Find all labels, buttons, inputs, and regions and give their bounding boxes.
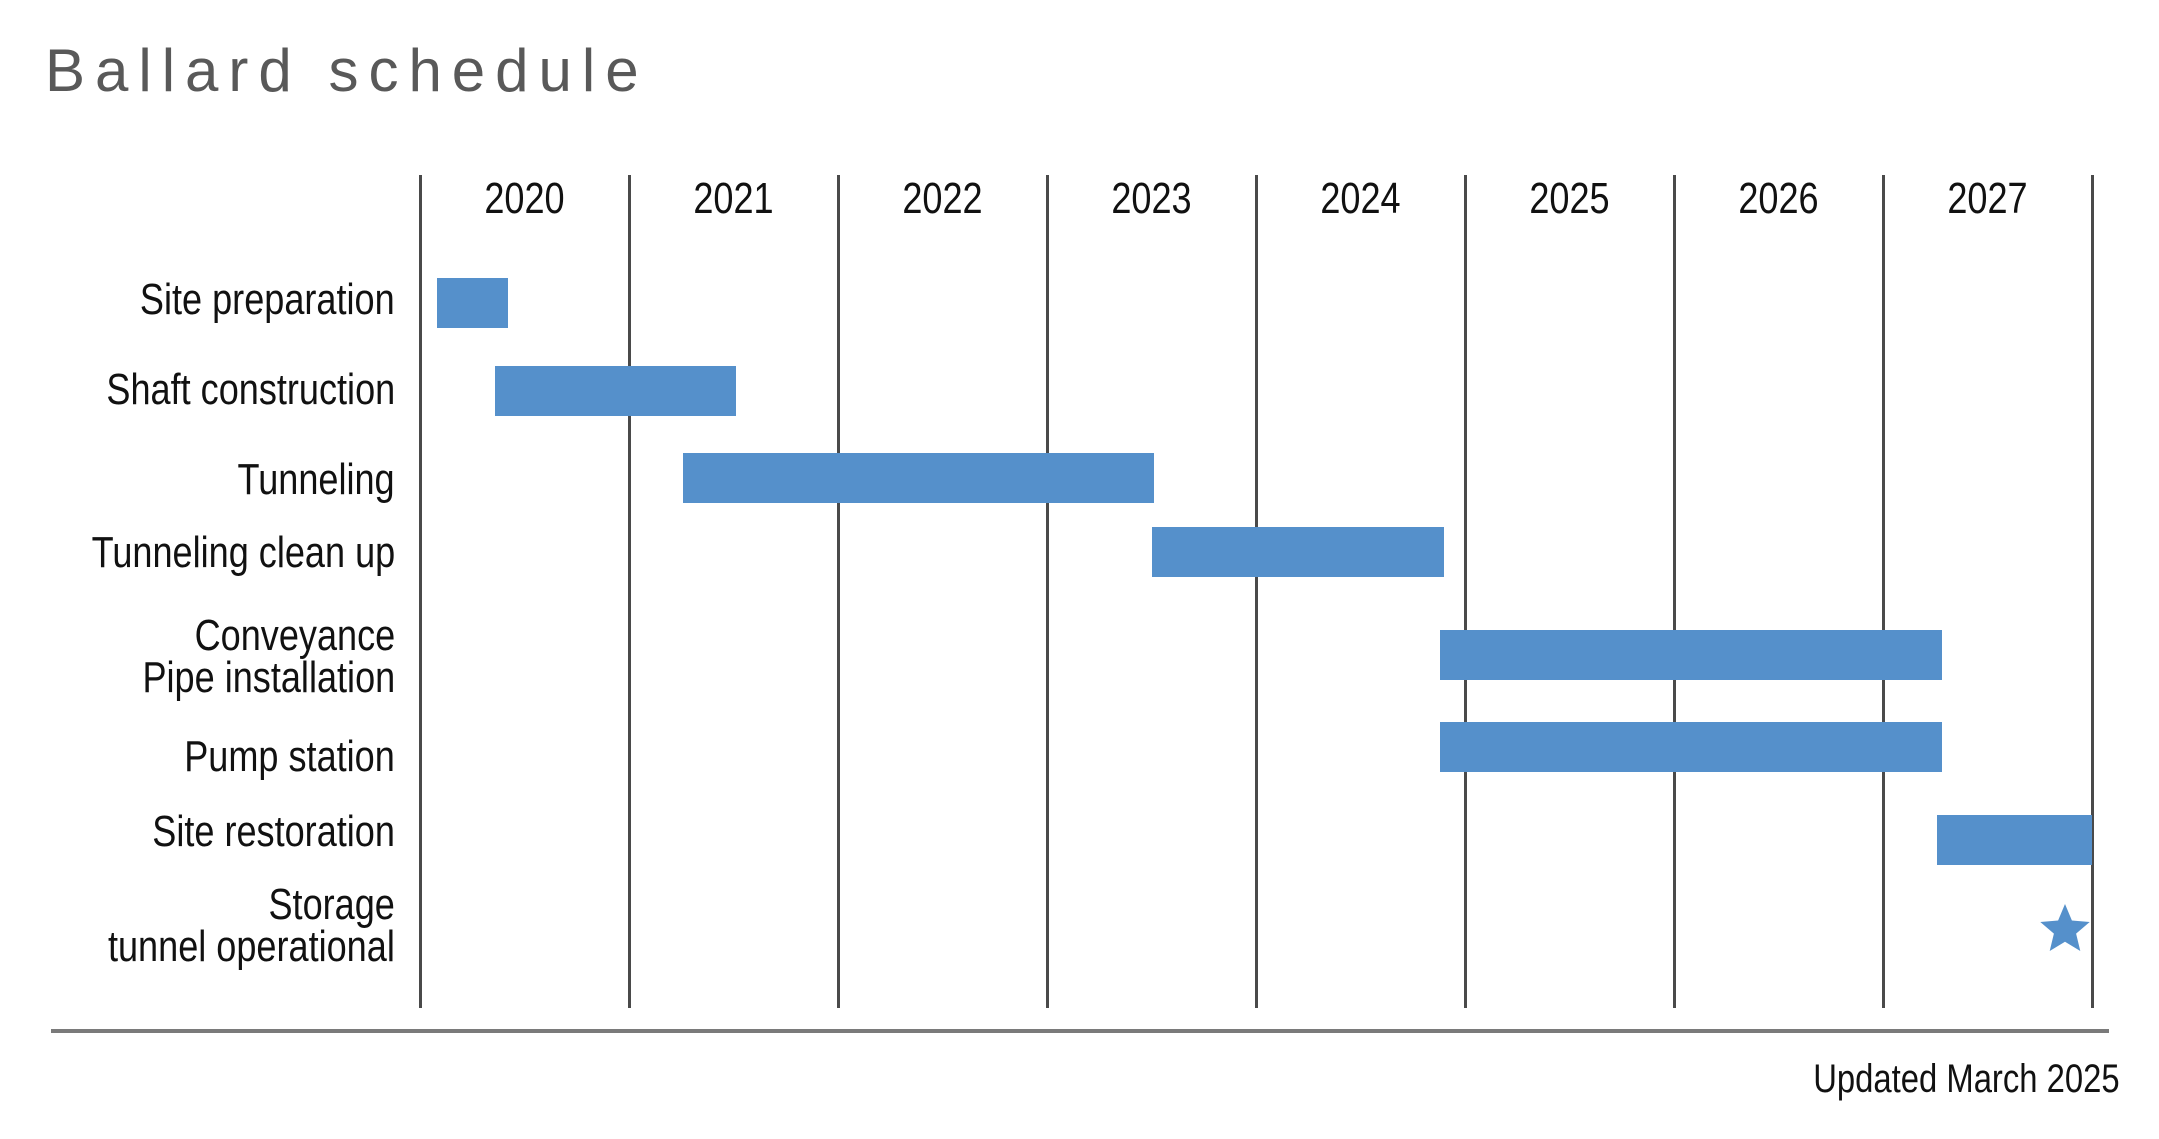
axis-tick-label: 2024 — [1320, 174, 1401, 223]
task-label: Site preparation — [140, 275, 395, 324]
axis-tick-label: 2023 — [1111, 174, 1192, 223]
updated-note: Updated March 2025 — [1813, 1057, 2120, 1101]
year-gridline — [1881, 175, 1885, 1008]
task-label: Pump station — [184, 732, 395, 781]
milestone-star-icon — [2039, 904, 2091, 956]
year-gridline — [1045, 175, 1049, 1008]
year-gridline — [836, 175, 840, 1008]
axis-tick-label: 2021 — [693, 174, 774, 223]
year-gridline — [627, 175, 631, 1008]
gantt-bar — [1151, 527, 1445, 577]
axis-tick-label: 2020 — [484, 174, 565, 223]
year-gridline — [1463, 175, 1467, 1008]
gantt-bar — [495, 366, 736, 416]
year-gridline — [418, 175, 422, 1008]
gantt-bar — [436, 278, 508, 328]
gantt-bar — [1439, 630, 1942, 680]
axis-tick-label: 2022 — [902, 174, 983, 223]
year-gridline — [1254, 175, 1258, 1008]
task-label: Shaft construction — [106, 365, 395, 414]
task-label: Tunneling — [237, 455, 395, 504]
page-title: Ballard schedule — [45, 37, 649, 104]
task-label: Storage tunnel operational — [108, 880, 395, 971]
axis-tick-label: 2026 — [1738, 174, 1819, 223]
task-label: Site restoration — [152, 807, 395, 856]
axis-tick-label: 2025 — [1529, 174, 1610, 223]
year-gridline — [1672, 175, 1676, 1008]
gantt-bar — [1439, 722, 1942, 772]
task-label: Tunneling clean up — [91, 528, 395, 577]
axis-tick-label: 2027 — [1947, 174, 2028, 223]
footer-divider — [51, 1029, 2109, 1033]
task-label: Conveyance Pipe installation — [142, 611, 395, 702]
gantt-bar — [1937, 815, 2092, 865]
gantt-bar — [683, 453, 1154, 503]
year-gridline — [2090, 175, 2094, 1008]
